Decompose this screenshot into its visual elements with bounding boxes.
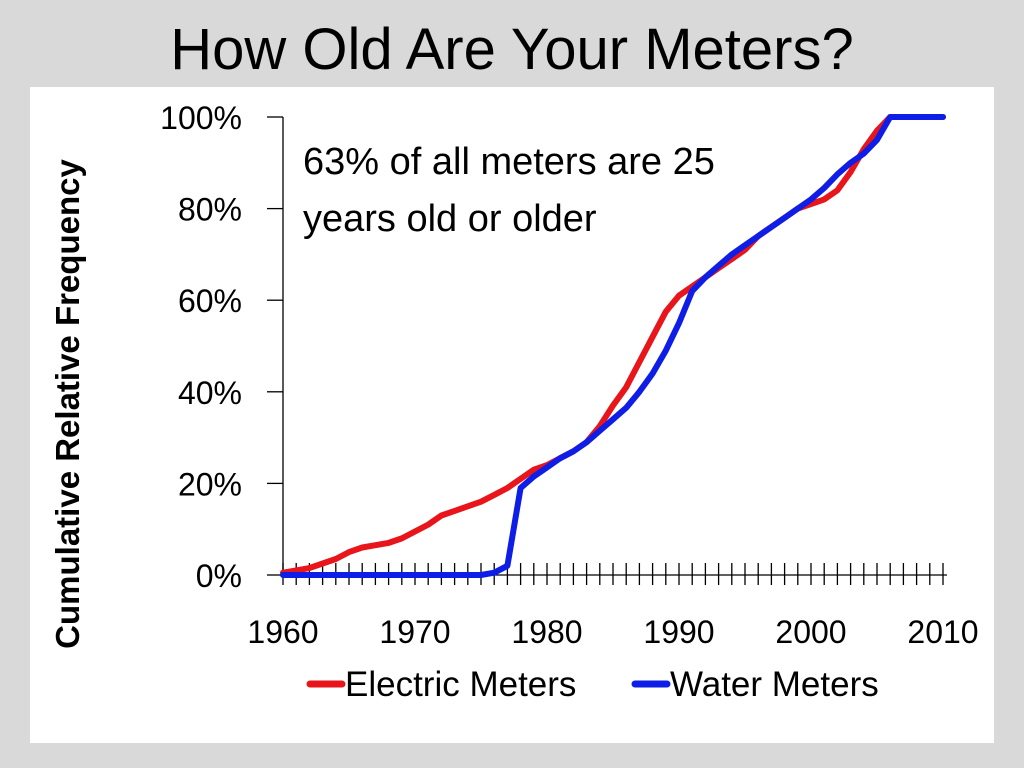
x-tick-label: 1980 — [511, 614, 582, 650]
x-tick-label: 1970 — [379, 614, 450, 650]
legend-electric-meters-label: Electric Meters — [345, 665, 576, 704]
series-line-water-meters — [280, 114, 946, 578]
y-tick-label: 40% — [178, 375, 242, 411]
y-tick-label: 20% — [178, 466, 242, 502]
y-axis-label: Cumulative Relative Frequency — [49, 159, 86, 649]
x-tick-label: 1990 — [643, 614, 714, 650]
series-lines — [280, 114, 946, 578]
x-tick-labels: 1960 1970 1980 1990 2000 2010 — [247, 614, 978, 650]
x-tick-label: 2000 — [775, 614, 846, 650]
series-line-electric-meters — [280, 114, 946, 576]
annotation-line-1: 63% of all meters are 25 — [303, 141, 715, 183]
y-tick-label: 60% — [178, 283, 242, 319]
annotation-line-2: years old or older — [303, 198, 597, 240]
y-tick-label: 80% — [178, 192, 242, 228]
x-tick-label: 2010 — [907, 614, 978, 650]
y-tick-label: 100% — [160, 100, 242, 136]
chart-axes — [267, 116, 947, 585]
x-tick-label: 1960 — [247, 614, 318, 650]
legend-water-meters-label: Water Meters — [670, 665, 879, 704]
y-tick-labels: 0% 20% 40% 60% 80% 100% — [160, 100, 242, 594]
chart-legend: Electric Meters Water Meters — [306, 665, 879, 704]
y-tick-label: 0% — [196, 558, 242, 594]
slide-title: How Old Are Your Meters? — [170, 17, 854, 82]
